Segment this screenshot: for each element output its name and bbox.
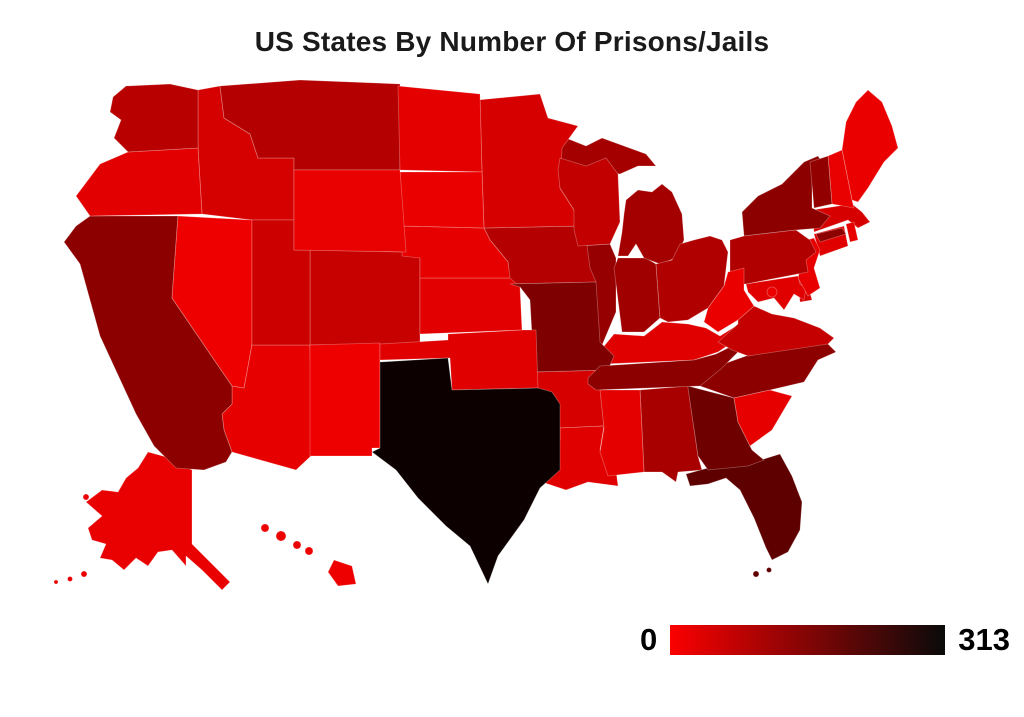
- color-legend: 0 313: [640, 622, 1010, 658]
- state-RI: [845, 221, 859, 243]
- state-ND: [397, 85, 483, 173]
- state-NM: [309, 342, 381, 457]
- state-HI: [260, 523, 357, 587]
- legend-max-label: 313: [958, 622, 1010, 657]
- state-OR: [75, 147, 203, 217]
- state-WV: [703, 267, 755, 333]
- state-CO: [309, 249, 421, 346]
- state-OK: [379, 329, 539, 391]
- state-OH: [655, 235, 729, 323]
- state-TX: [371, 357, 561, 585]
- state-NC: [695, 341, 837, 399]
- state-FL: [685, 453, 803, 578]
- state-WI: [557, 157, 621, 247]
- state-VT: [809, 155, 833, 209]
- state-DC: [766, 286, 778, 298]
- state-IN: [613, 257, 661, 333]
- state-VA: [717, 305, 835, 357]
- state-SD: [399, 171, 485, 229]
- state-KS: [419, 277, 523, 335]
- state-WA: [109, 83, 199, 153]
- state-MA: [811, 203, 871, 233]
- state-NE: [401, 225, 511, 279]
- state-CA: [63, 215, 233, 471]
- state-MT: [219, 79, 401, 171]
- legend-gradient-bar: [670, 625, 946, 655]
- state-MI: [541, 137, 685, 265]
- state-MS: [599, 389, 645, 477]
- state-SC: [733, 389, 793, 447]
- legend-min-label: 0: [640, 622, 658, 657]
- state-AK: [53, 451, 231, 591]
- state-WY: [293, 169, 407, 253]
- state-ME: [841, 89, 899, 203]
- chart-title: US States By Number Of Prisons/Jails: [254, 26, 770, 57]
